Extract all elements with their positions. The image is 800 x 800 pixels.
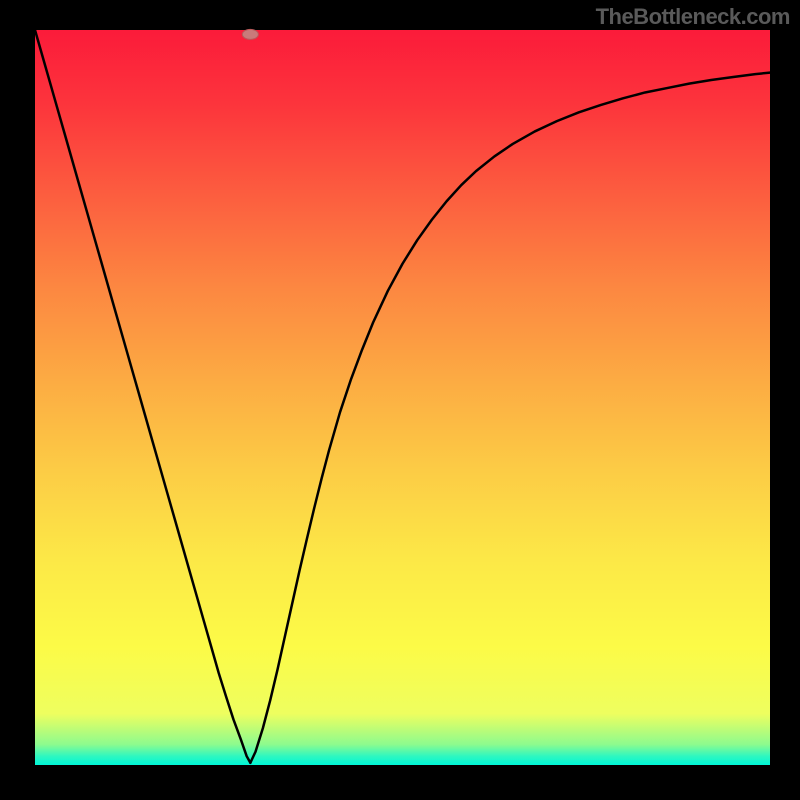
bottleneck-chart — [0, 0, 800, 800]
minimum-marker — [242, 29, 258, 39]
watermark-text: TheBottleneck.com — [596, 4, 790, 30]
chart-container: TheBottleneck.com — [0, 0, 800, 800]
plot-background-gradient — [35, 30, 770, 765]
